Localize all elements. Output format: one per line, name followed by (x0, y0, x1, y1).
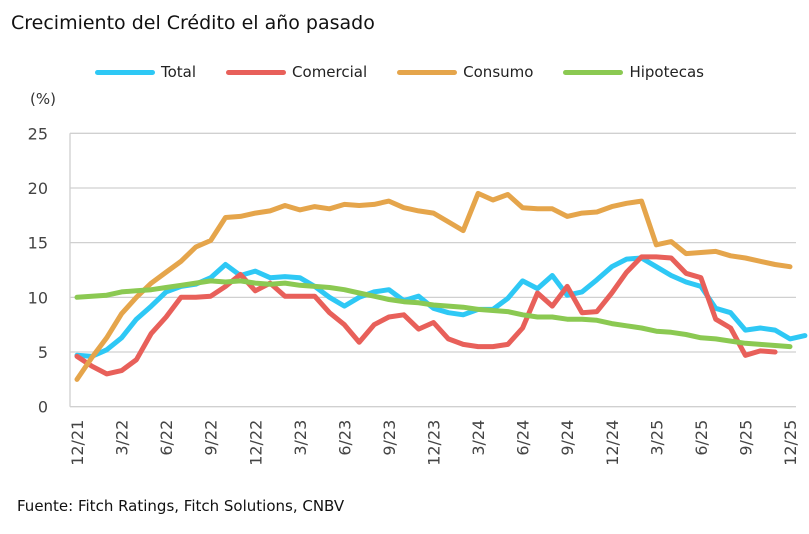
legend-item-total: Total (95, 63, 196, 81)
x-tick-label: 3/23 (291, 420, 310, 456)
legend-label: Total (161, 63, 197, 81)
y-tick-label: 20 (28, 179, 48, 198)
x-tick-label: 9/23 (380, 420, 399, 456)
chart-title: Crecimiento del Crédito el año pasado (11, 12, 375, 34)
legend-item-hipotecas: Hipotecas (563, 63, 704, 81)
legend-swatch (95, 69, 155, 75)
x-tick-label: 3/25 (647, 420, 666, 456)
x-tick-label: 6/22 (157, 420, 176, 456)
x-tick-label: 12/23 (425, 420, 444, 466)
legend-item-consumo: Consumo (397, 63, 533, 81)
x-tick-label: 9/25 (736, 420, 755, 456)
x-tick-label: 3/24 (469, 420, 488, 456)
legend-swatch (563, 69, 624, 75)
x-tick-label: 12/22 (246, 420, 265, 466)
y-tick-label: 0 (38, 398, 48, 417)
series-line-comercial (74, 254, 778, 377)
legend-swatch (226, 69, 287, 75)
y-axis-unit: (%) (30, 90, 56, 108)
x-tick-label: 12/21 (68, 420, 87, 466)
y-tick-label: 5 (38, 343, 48, 362)
legend-item-comercial: Comercial (226, 63, 367, 81)
series-line-consumo (74, 190, 793, 382)
legend-label: Comercial (292, 63, 368, 81)
legend-label: Consumo (463, 63, 534, 81)
x-tick-label: 3/22 (113, 420, 132, 456)
legend: Total Comercial Consumo Hipotecas (95, 63, 734, 81)
x-tick-label: 9/22 (202, 420, 221, 456)
source-note: Fuente: Fitch Ratings, Fitch Solutions, … (17, 497, 345, 515)
legend-swatch (397, 69, 458, 75)
x-tick-label: 6/23 (335, 420, 354, 456)
x-tick-label: 12/24 (603, 420, 622, 466)
y-tick-label: 15 (28, 234, 48, 253)
legend-label: Hipotecas (629, 63, 704, 81)
y-tick-label: 25 (28, 124, 48, 143)
x-tick-label: 6/25 (692, 420, 711, 456)
x-tick-label: 6/24 (514, 420, 533, 456)
series-line-hipotecas (74, 278, 793, 350)
x-tick-label: 12/25 (781, 420, 800, 466)
y-tick-label: 10 (28, 288, 48, 307)
x-tick-label: 9/24 (558, 420, 577, 456)
